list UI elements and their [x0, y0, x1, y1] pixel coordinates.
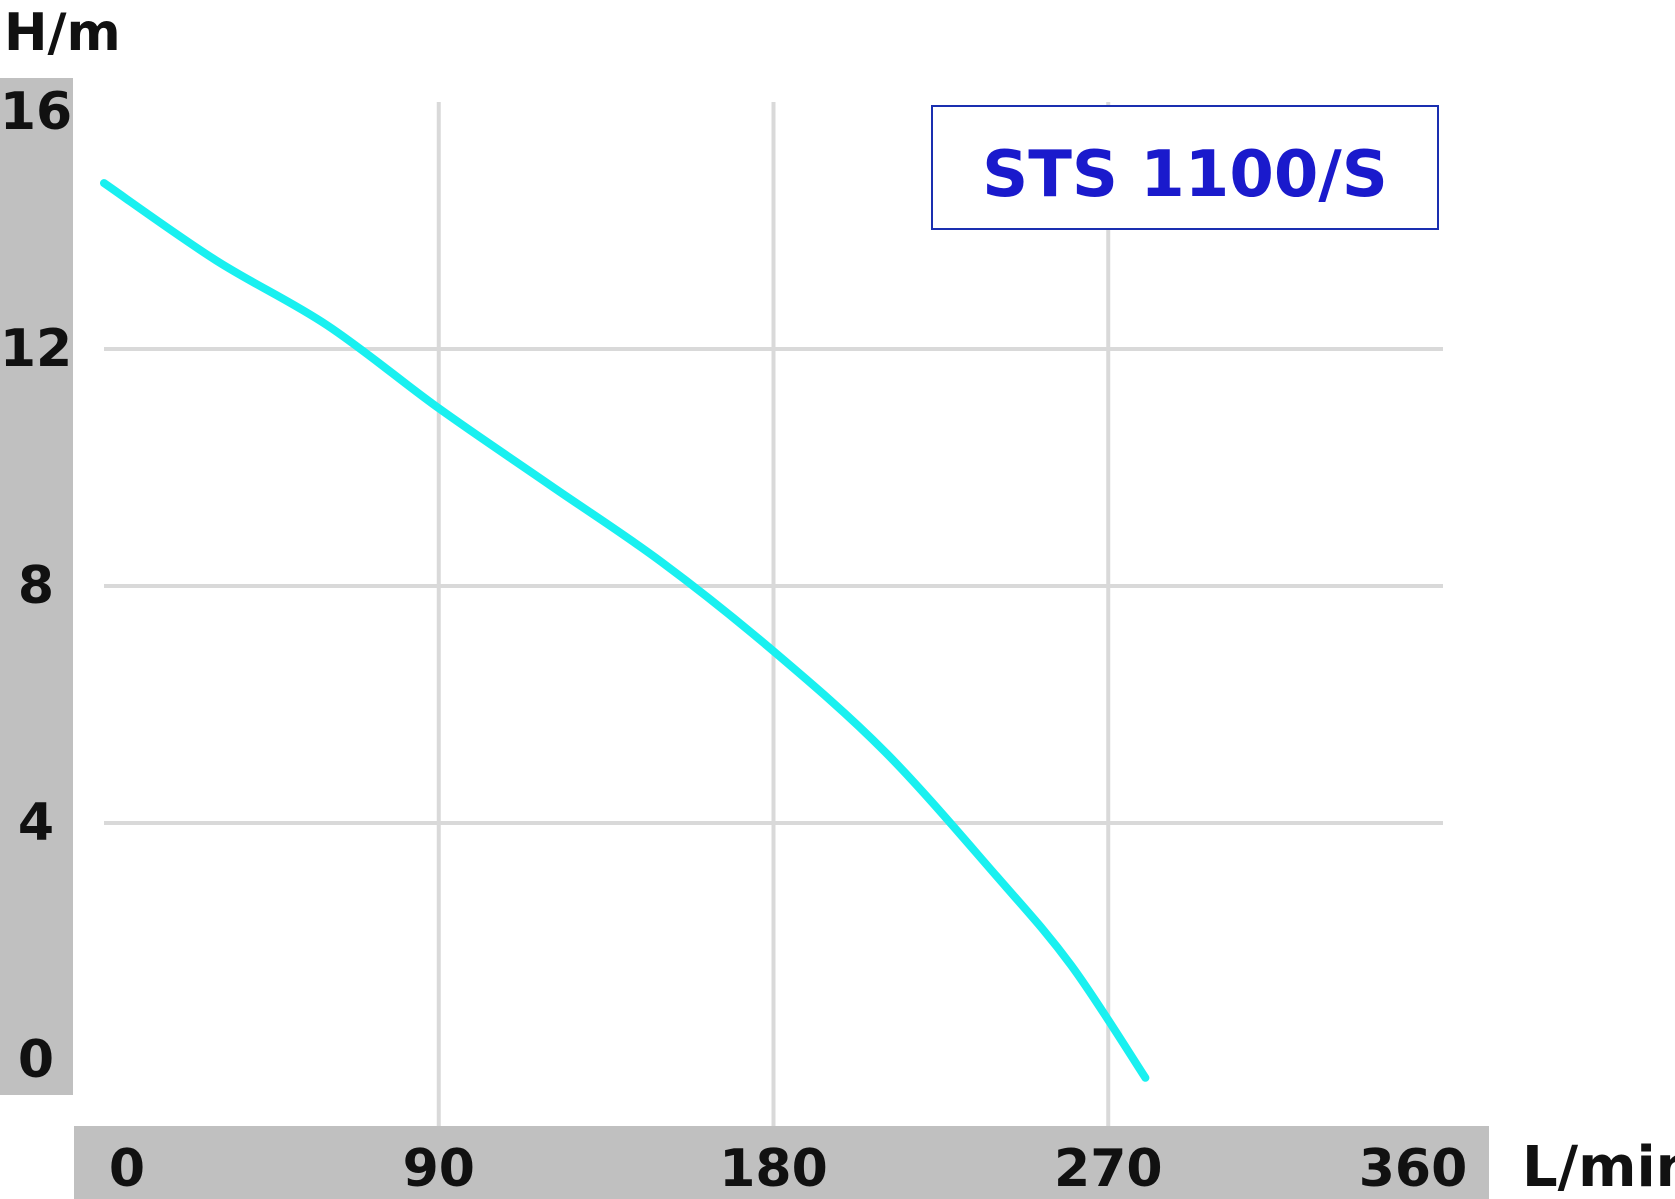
x-axis-label: L/min: [1522, 1135, 1675, 1199]
grid: [104, 102, 1443, 1126]
x-tick-label: 180: [719, 1139, 828, 1199]
x-tick-label: 0: [109, 1139, 145, 1199]
y-tick-label: 4: [18, 793, 54, 853]
y-tick-label: 12: [0, 319, 72, 379]
y-axis-label: H/m: [4, 3, 121, 63]
legend-box: STS 1100/S: [931, 105, 1439, 230]
y-tick-label: 0: [18, 1030, 54, 1090]
y-tick-label: 8: [18, 556, 54, 616]
x-tick-label: 360: [1359, 1139, 1468, 1199]
x-tick-label: 90: [403, 1139, 475, 1199]
y-axis-band: [0, 78, 73, 1095]
x-tick-label: 270: [1054, 1139, 1163, 1199]
legend-frame: [931, 105, 1439, 230]
y-tick-labels: 0 4 8 12 16: [0, 82, 72, 1090]
x-tick-labels: 0 90 180 270 360: [109, 1139, 1467, 1199]
x-axis-band: [74, 1126, 1489, 1199]
series-line: [100, 179, 1150, 1082]
chart-title: STS 1100/S: [982, 138, 1388, 212]
series-layer: [100, 179, 1150, 1082]
y-tick-label: 16: [0, 82, 72, 142]
